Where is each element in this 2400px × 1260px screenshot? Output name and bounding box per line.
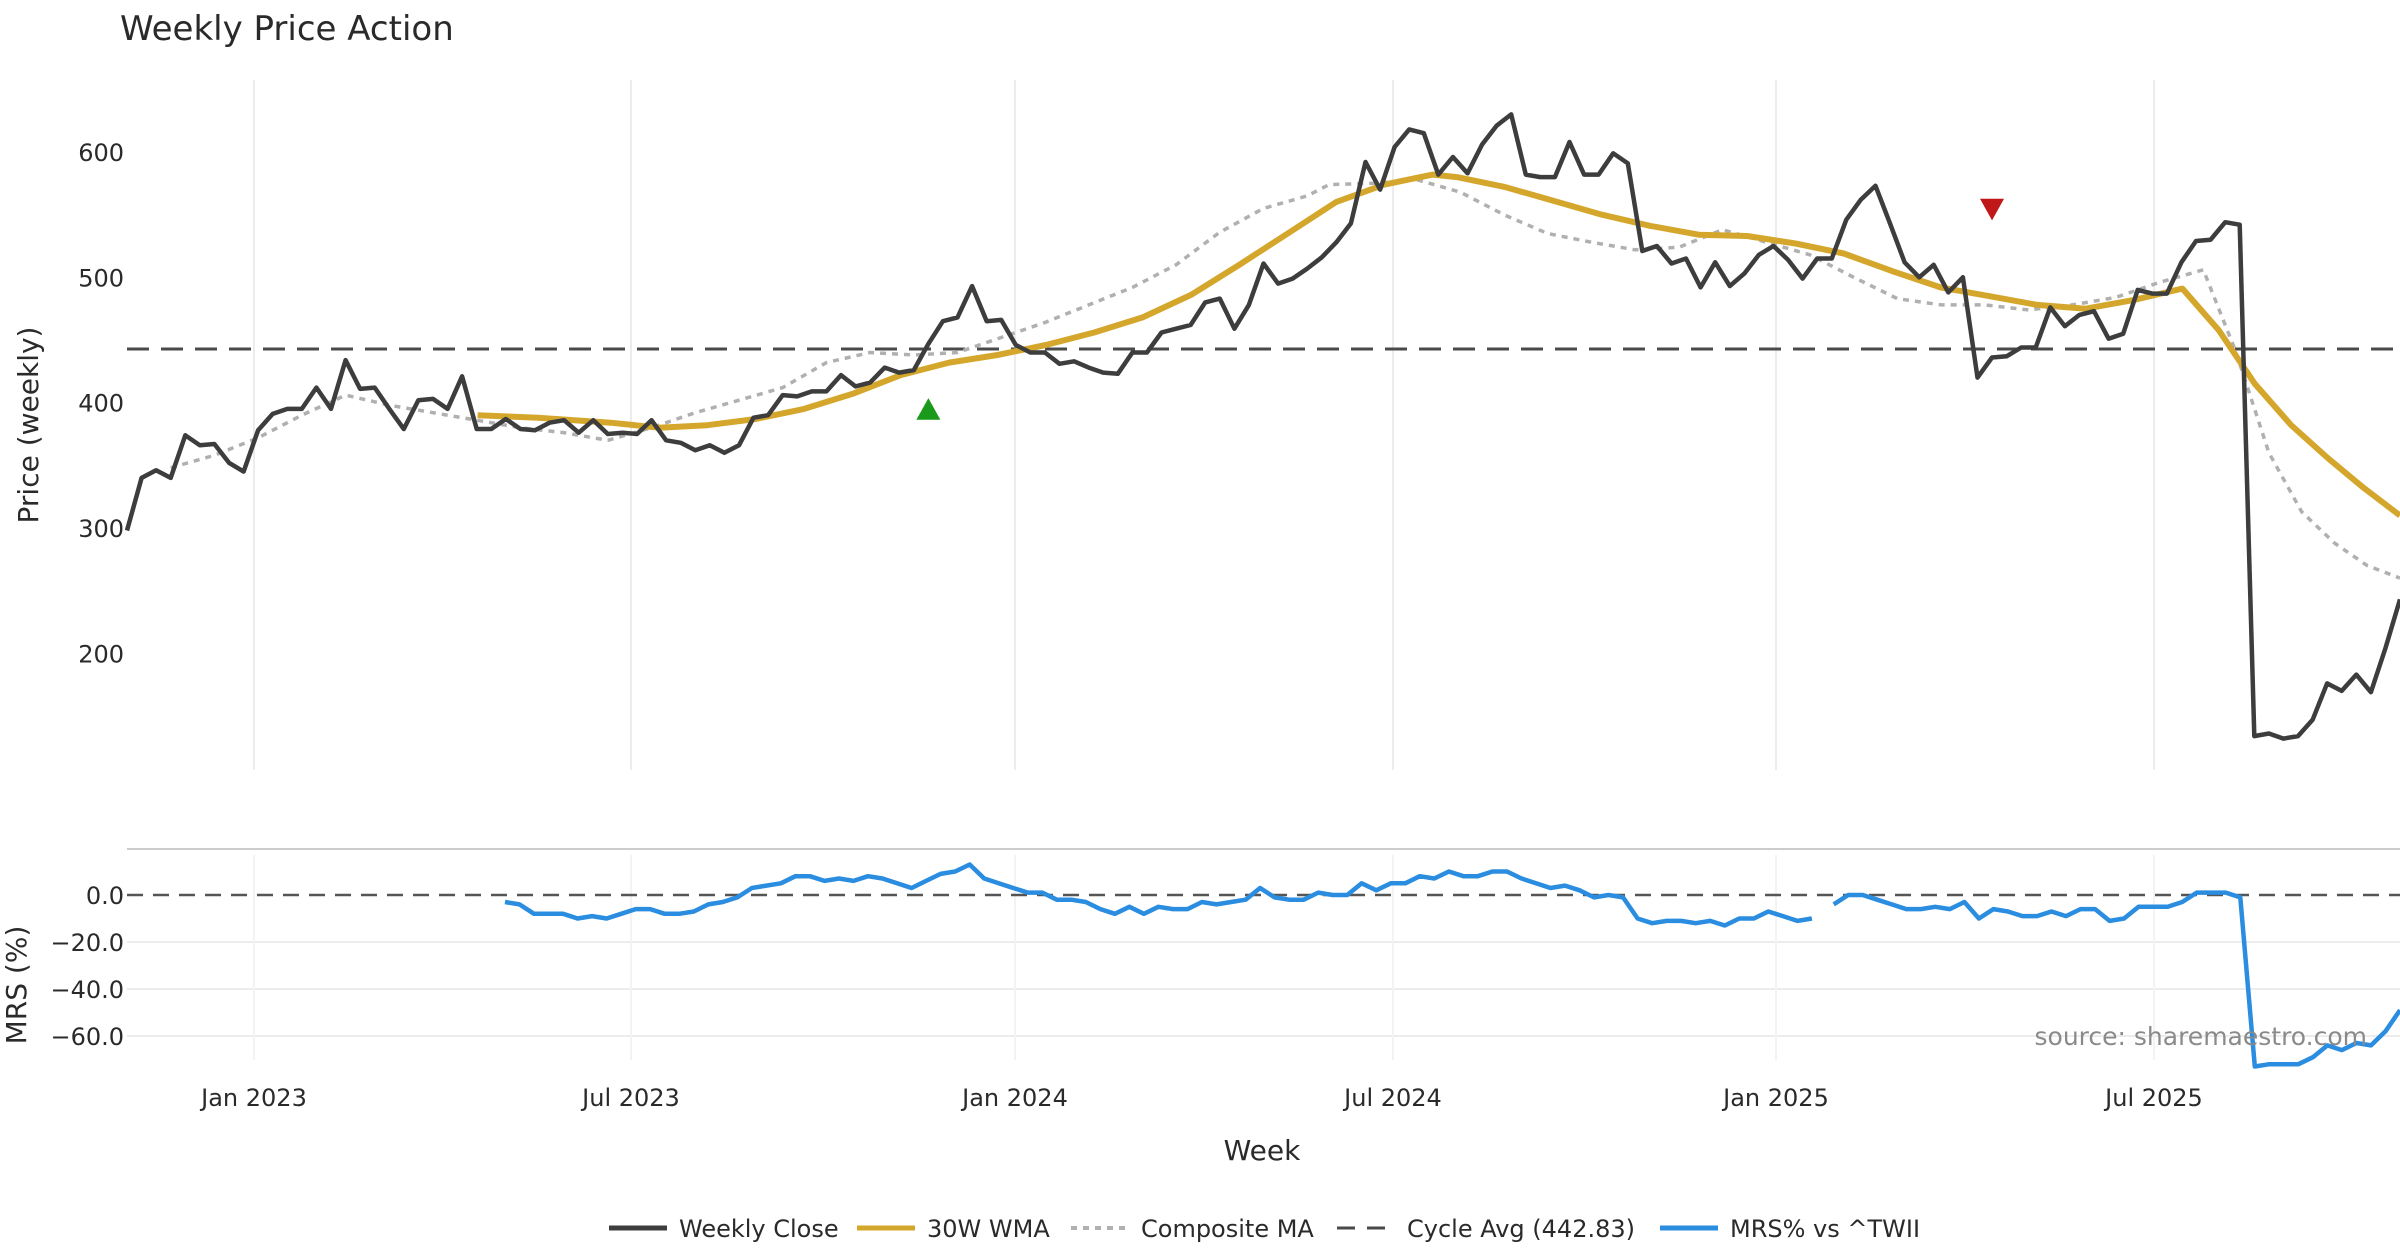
- series-composite-ma: [170, 177, 2400, 580]
- sell-signal-marker: [1980, 198, 2005, 221]
- x-tick: Jul 2024: [1342, 1084, 1442, 1112]
- mrs-series: [504, 862, 2400, 1069]
- mrs-gridlines: [127, 855, 2400, 1060]
- series-30w-wma: [477, 171, 2400, 518]
- signal-markers: [916, 198, 2005, 420]
- legend-label: Weekly Close: [679, 1215, 839, 1243]
- mrs-y-axis-label: MRS (%): [0, 926, 33, 1045]
- series-mrs-segment-0: [504, 862, 1813, 928]
- x-tick: Jan 2023: [199, 1084, 307, 1112]
- source-annotation: source: sharemaestro.com: [2035, 1022, 2368, 1051]
- mrs-y-tick: −20.0: [50, 929, 124, 957]
- legend-label: MRS% vs ^TWII: [1730, 1215, 1920, 1243]
- mrs-y-tick: 0.0: [86, 882, 124, 910]
- x-tick: Jan 2025: [1721, 1084, 1829, 1112]
- x-tick: Jul 2025: [2103, 1084, 2203, 1112]
- price-y-ticks: 200 300 400 500 600: [78, 139, 124, 668]
- mrs-y-ticks: 0.0 −20.0 −40.0 −60.0: [50, 882, 124, 1051]
- chart-title: Weekly Price Action: [120, 9, 454, 49]
- price-y-tick: 600: [78, 139, 124, 167]
- mrs-y-tick: −40.0: [50, 976, 124, 1004]
- price-gridlines: [253, 80, 2155, 770]
- x-tick: Jul 2023: [580, 1084, 680, 1112]
- x-tick: Jan 2024: [960, 1084, 1068, 1112]
- mrs-y-tick: −60.0: [50, 1023, 124, 1051]
- x-axis-ticks: Jan 2023 Jul 2023 Jan 2024 Jul 2024 Jan 2025…: [199, 1084, 2203, 1112]
- price-y-tick: 500: [78, 264, 124, 292]
- price-y-tick: 200: [78, 640, 124, 668]
- price-y-axis-label: Price (weekly): [12, 327, 45, 524]
- legend-label: Cycle Avg (442.83): [1407, 1215, 1635, 1243]
- price-y-tick: 400: [78, 390, 124, 418]
- legend-label: 30W WMA: [927, 1215, 1050, 1243]
- x-axis-label: Week: [1224, 1134, 1301, 1167]
- series-mrs-segment-1: [1832, 890, 2400, 1069]
- price-series: [124, 112, 2400, 741]
- price-y-tick: 300: [78, 515, 124, 543]
- legend: Weekly Close 30W WMA Composite MA Cycle Avg…: [609, 1215, 1920, 1243]
- series-weekly-close: [124, 112, 2400, 741]
- buy-signal-marker: [916, 398, 941, 420]
- legend-label: Composite MA: [1141, 1215, 1314, 1243]
